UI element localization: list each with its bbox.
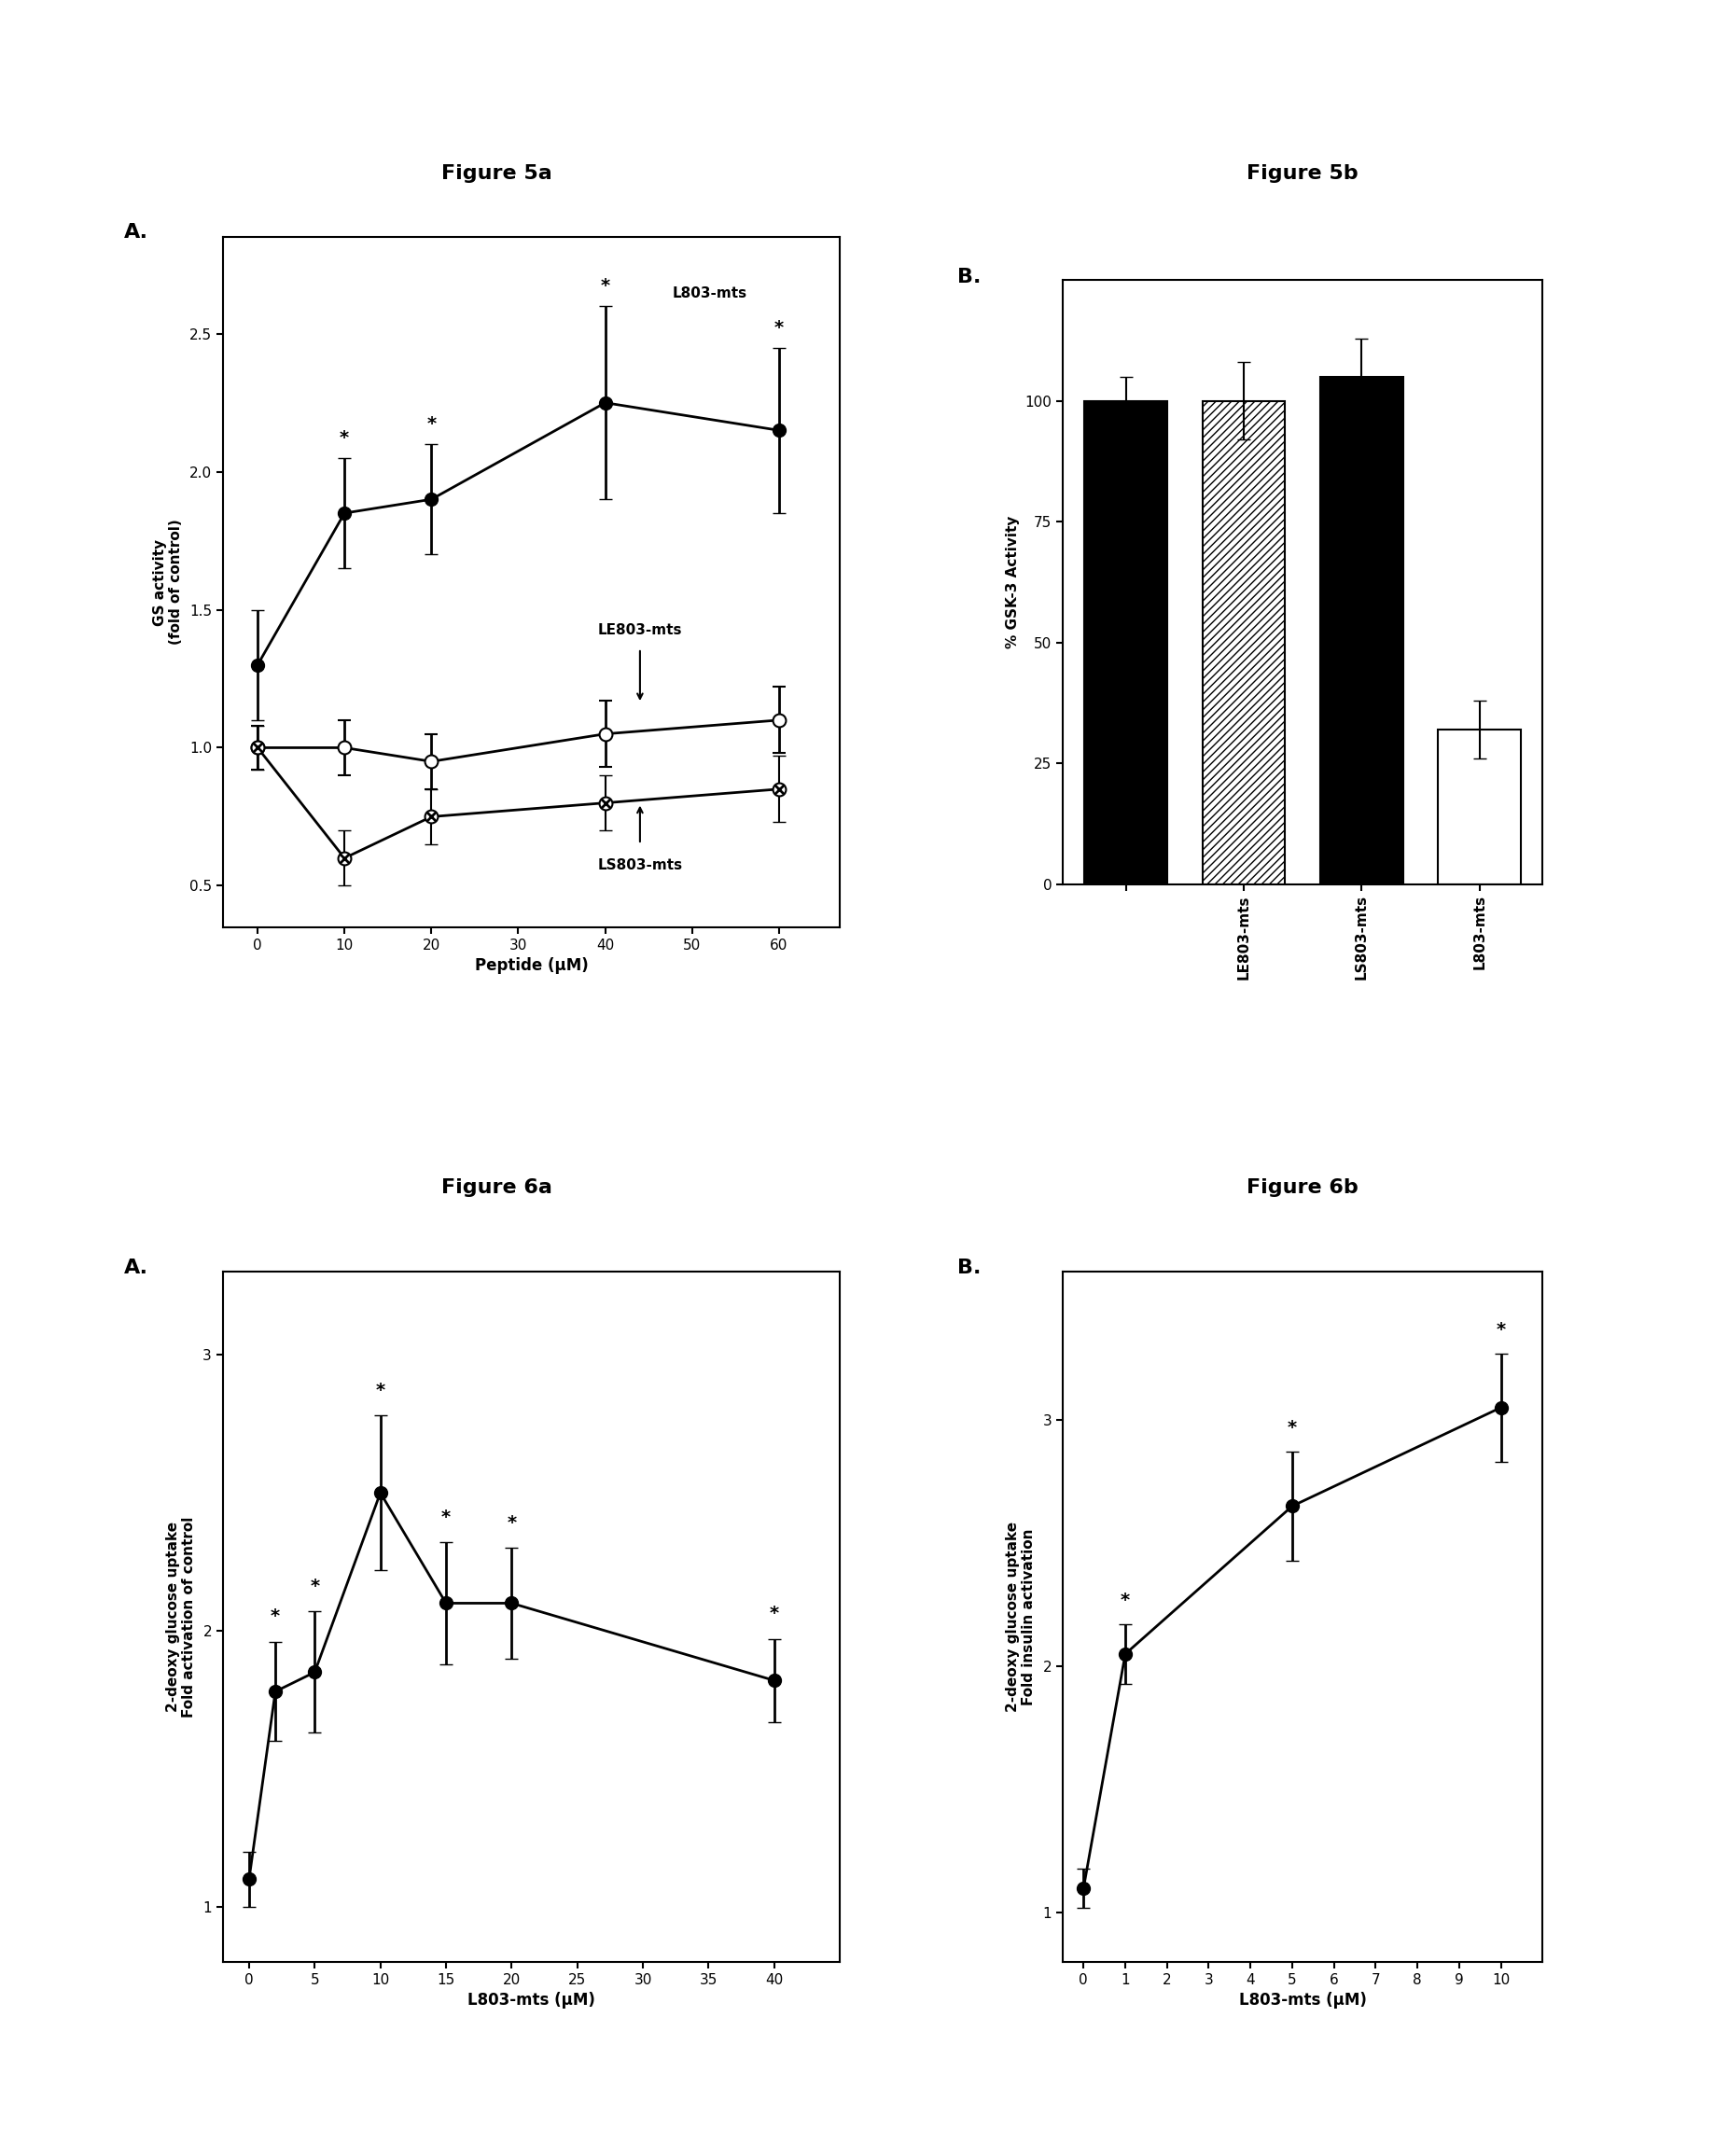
Text: *: *	[427, 416, 435, 433]
Text: Figure 5a: Figure 5a	[442, 164, 552, 183]
Text: *: *	[375, 1382, 386, 1399]
Text: *: *	[770, 1604, 778, 1623]
Text: Figure 6b: Figure 6b	[1246, 1177, 1359, 1197]
Text: *: *	[775, 319, 783, 336]
Bar	[1320, 377, 1402, 884]
Text: *: *	[600, 278, 610, 295]
Text: *: *	[1287, 1419, 1297, 1438]
Bar	[1438, 729, 1520, 884]
Text: *: *	[507, 1514, 516, 1531]
Text: Figure 5b: Figure 5b	[1246, 164, 1359, 183]
X-axis label: L803-mts (μM): L803-mts (μM)	[1239, 1992, 1366, 2009]
Text: Figure 6a: Figure 6a	[442, 1177, 552, 1197]
Text: LE803-mts: LE803-mts	[598, 623, 682, 638]
Y-axis label: % GSK-3 Activity: % GSK-3 Activity	[1006, 515, 1020, 649]
Text: *: *	[1496, 1322, 1505, 1339]
Text: *: *	[271, 1608, 279, 1626]
Text: *: *	[440, 1509, 451, 1526]
Text: *: *	[310, 1578, 319, 1595]
Text: *: *	[1121, 1591, 1130, 1611]
Text: A.: A.	[123, 1259, 149, 1276]
X-axis label: Peptide (μM): Peptide (μM)	[475, 957, 588, 975]
Y-axis label: 2-deoxy glucose uptake
Fold activation of control: 2-deoxy glucose uptake Fold activation o…	[166, 1516, 195, 1718]
Text: L803-mts: L803-mts	[672, 287, 747, 300]
Y-axis label: GS activity
(fold of control): GS activity (fold of control)	[153, 520, 183, 645]
Text: A.: A.	[123, 224, 149, 241]
Y-axis label: 2-deoxy glucose uptake
Fold insulin activation: 2-deoxy glucose uptake Fold insulin acti…	[1006, 1522, 1035, 1712]
Text: *: *	[339, 429, 350, 446]
X-axis label: L803-mts (μM): L803-mts (μM)	[468, 1992, 595, 2009]
Text: B.: B.	[956, 1259, 980, 1276]
Text: LS803-mts: LS803-mts	[598, 858, 682, 871]
Bar	[1085, 401, 1167, 884]
Text: B.: B.	[956, 267, 980, 287]
Bar	[1203, 401, 1286, 884]
